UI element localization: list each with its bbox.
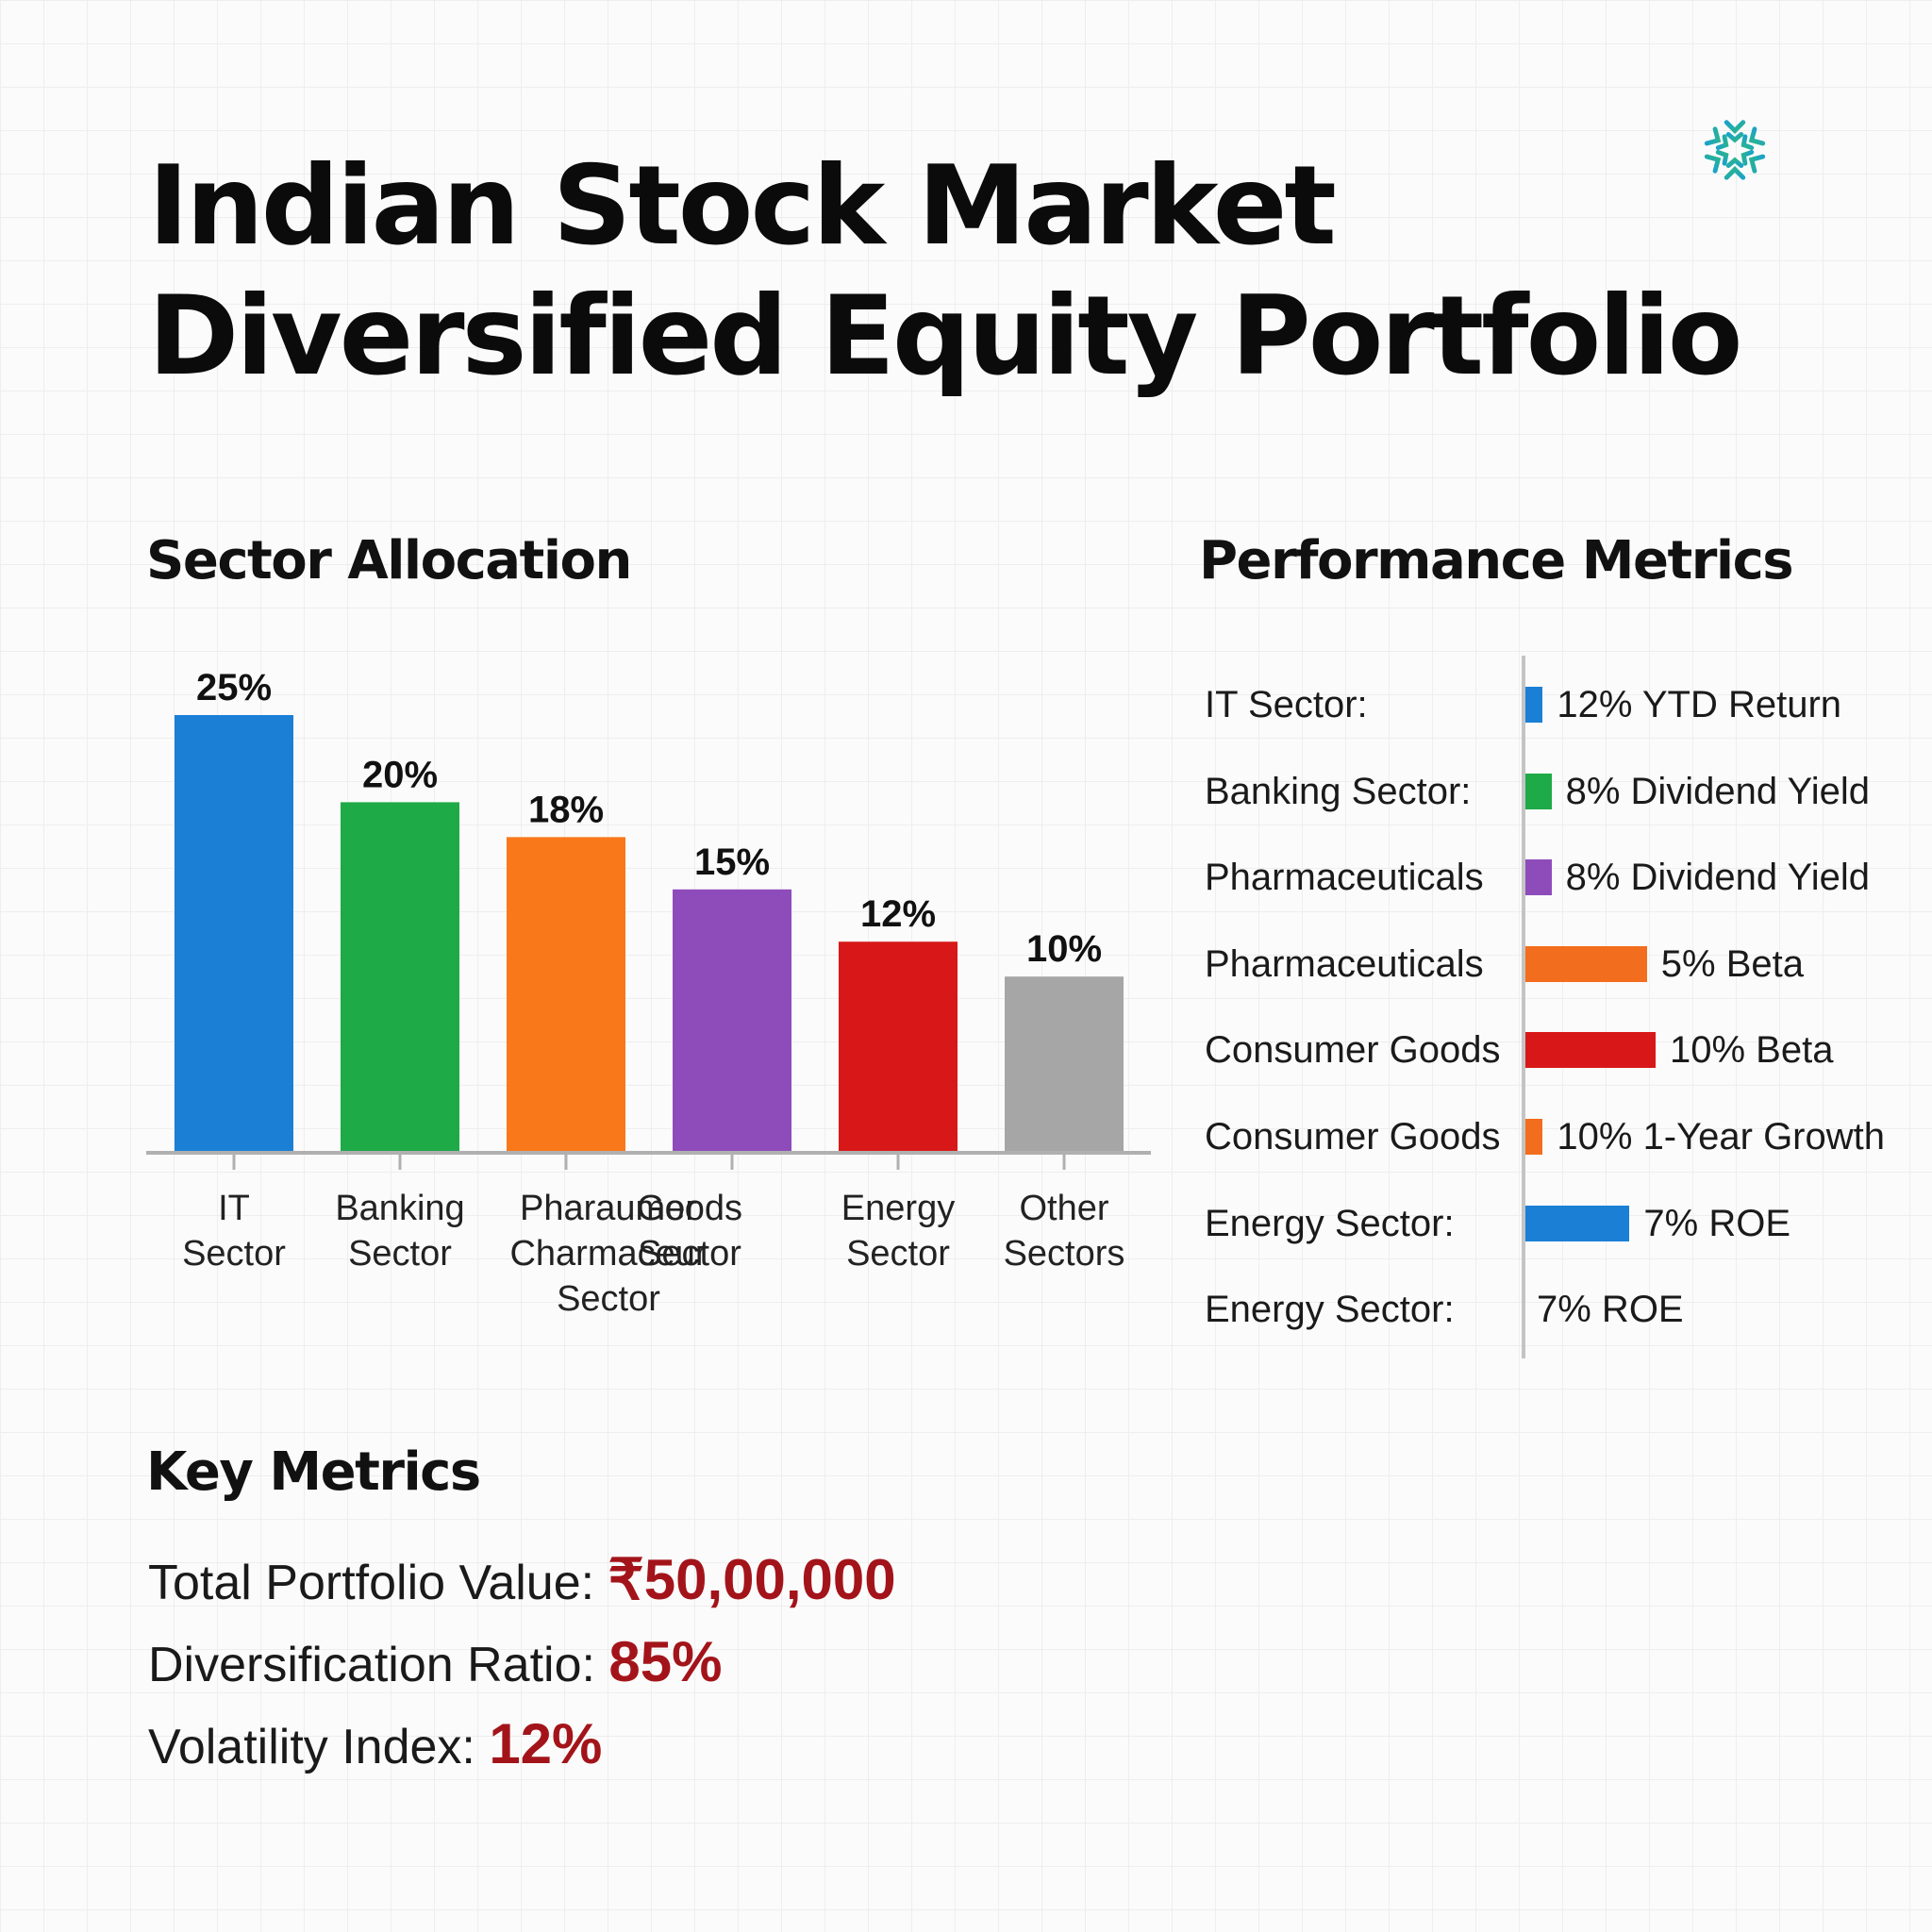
performance-row-value: 10% Beta bbox=[1670, 1029, 1834, 1072]
performance-row-label: Consumer Goods bbox=[1205, 1116, 1501, 1158]
performance-bar bbox=[1525, 859, 1552, 896]
performance-row-label: Pharmaceuticals bbox=[1205, 857, 1484, 899]
performance-row-label: Consumer Goods bbox=[1205, 1029, 1501, 1072]
x-tick-label: Charmaceur bbox=[509, 1234, 707, 1274]
performance-row: Consumer Goods 10% Beta bbox=[1198, 1022, 1915, 1078]
performance-bar bbox=[1525, 1205, 1630, 1241]
x-tick-label: Sector bbox=[638, 1234, 741, 1274]
performance-row-label: Pharmaceuticals bbox=[1205, 942, 1484, 985]
performance-bar bbox=[1525, 1032, 1656, 1069]
title-line-2: Diversified Equity Portfolio bbox=[148, 273, 1742, 400]
key-metrics-heading: Key Metrics bbox=[146, 1441, 481, 1503]
x-tick-label: Banking bbox=[335, 1189, 464, 1228]
title-line-1: Indian Stock Market bbox=[148, 142, 1337, 270]
performance-row-value: 7% ROE bbox=[1643, 1202, 1790, 1244]
x-tick-label: Other bbox=[1019, 1189, 1108, 1228]
performance-row: Pharmaceuticals 5% Beta bbox=[1198, 936, 1915, 992]
performance-row: IT Sector: 12% YTD Return bbox=[1198, 676, 1915, 733]
performance-row-value: 5% Beta bbox=[1660, 942, 1805, 985]
key-metric-label: Volatility Index: bbox=[148, 1720, 490, 1774]
performance-metrics-chart: IT Sector: 12% YTD Return Banking Sector: 8… bbox=[1198, 651, 1915, 1363]
x-tick-label: Sector bbox=[182, 1234, 286, 1274]
performance-row-label: IT Sector: bbox=[1205, 684, 1368, 725]
bar-value-label: 10% bbox=[1026, 928, 1102, 970]
key-metric-diversification-ratio: Diversification Ratio: 85% bbox=[148, 1629, 722, 1698]
performance-row-value: 12% YTD Return bbox=[1557, 684, 1842, 725]
performance-row: Banking Sector: 8% Dividend Yield bbox=[1198, 763, 1915, 820]
bar-2 bbox=[341, 802, 459, 1151]
page-title: Indian Stock Market Diversified Equity P… bbox=[148, 142, 1742, 402]
performance-bar bbox=[1525, 687, 1543, 723]
bar-value-label: 20% bbox=[362, 754, 438, 795]
performance-bar bbox=[1525, 945, 1647, 982]
performance-row-value: 8% Dividend Yield bbox=[1565, 770, 1871, 812]
performance-row-value: 10% 1-Year Growth bbox=[1557, 1116, 1885, 1158]
x-tick-label: Sector bbox=[348, 1234, 452, 1274]
sector-allocation-heading: Sector Allocation bbox=[146, 530, 632, 591]
key-metric-volatility-index: Volatility Index: 12% bbox=[148, 1711, 602, 1780]
bar-4 bbox=[673, 889, 791, 1151]
performance-row-label: Energy Sector: bbox=[1205, 1202, 1455, 1244]
performance-bar bbox=[1525, 773, 1552, 809]
performance-row-value: 7% ROE bbox=[1537, 1289, 1684, 1331]
performance-row: Consumer Goods 10% 1-Year Growth bbox=[1198, 1108, 1915, 1165]
bar-3 bbox=[507, 837, 625, 1151]
bar-5 bbox=[839, 941, 958, 1151]
bar-value-label: 12% bbox=[860, 893, 936, 935]
bar-1 bbox=[175, 715, 293, 1151]
key-metric-portfolio-value: Total Portfolio Value: ₹50,00,000 bbox=[148, 1547, 896, 1616]
x-tick-label: Sectors bbox=[1004, 1234, 1125, 1274]
key-metric-value: 12% bbox=[489, 1712, 603, 1775]
performance-row: Pharmaceuticals 8% Dividend Yield bbox=[1198, 849, 1915, 906]
x-tick-label: Pharaumer bbox=[520, 1189, 697, 1228]
key-metric-value: ₹50,00,000 bbox=[608, 1548, 896, 1611]
performance-metrics-heading: Performance Metrics bbox=[1199, 530, 1794, 591]
bar-6 bbox=[1005, 976, 1124, 1151]
key-metric-label: Total Portfolio Value: bbox=[148, 1556, 608, 1610]
x-tick-label: Energy bbox=[841, 1189, 955, 1228]
performance-row-value: 8% Dividend Yield bbox=[1565, 857, 1871, 899]
x-tick-label: IT bbox=[218, 1189, 250, 1228]
performance-bar bbox=[1525, 1119, 1543, 1155]
performance-axis-line bbox=[1522, 656, 1525, 1358]
performance-row: Energy Sector: 7% ROE bbox=[1198, 1195, 1915, 1252]
performance-row-label: Energy Sector: bbox=[1205, 1289, 1455, 1331]
bar-value-label: 25% bbox=[196, 667, 272, 708]
sector-allocation-chart: 25% IT Sector 20% Banking Sector 18% Pharaumer C… bbox=[146, 667, 1151, 1319]
performance-row-label: Banking Sector: bbox=[1205, 770, 1472, 812]
key-metric-value: 85% bbox=[608, 1630, 723, 1693]
snowflake-icon bbox=[1704, 116, 1766, 184]
x-tick-label: Sector bbox=[846, 1234, 950, 1274]
key-metric-label: Diversification Ratio: bbox=[148, 1638, 609, 1692]
bar-value-label: 15% bbox=[694, 841, 770, 883]
bar-value-label: 18% bbox=[528, 789, 604, 830]
performance-row: Energy Sector: 7% ROE bbox=[1198, 1281, 1915, 1338]
x-tick-label: Sector bbox=[557, 1279, 660, 1319]
x-tick-label: Goods bbox=[637, 1189, 742, 1228]
